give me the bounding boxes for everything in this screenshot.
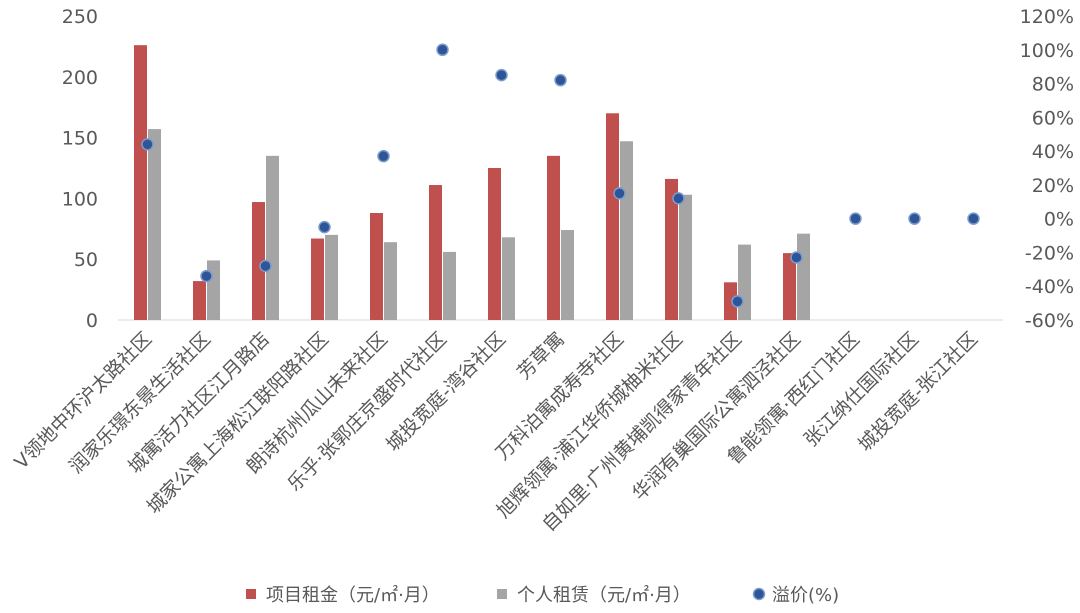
left-tick-label: 0 [86,310,98,332]
personal-rent-bar [443,251,456,320]
legend-label: 个人租赁（元/㎡·月） [517,584,691,606]
project-rent-bar [547,155,560,320]
personal-rent-bar [561,230,574,320]
left-tick-label: 150 [62,128,98,150]
personal-rent-bar [207,260,220,320]
personal-rent-bar [797,233,810,320]
legend-marker [246,589,256,599]
right-tick-label: 100% [1020,40,1074,62]
right-tick-label: -60% [1025,310,1074,332]
right-axis: -60% -40% -20% 0% 20% 40% 60% 80% 100% 120% [1020,6,1074,332]
project-rent-bar [606,113,619,320]
bars [134,45,810,321]
right-tick-label: 80% [1032,74,1074,96]
personal-rent-bar [502,237,515,320]
premium-point [849,212,862,225]
legend: 项目租金（元/㎡·月） 个人租赁（元/㎡·月） 溢价(%) [246,584,839,606]
project-rent-bar [724,282,737,320]
personal-rent-bar [738,244,751,320]
legend-marker [497,589,507,599]
premium-point [436,43,449,57]
left-tick-label: 50 [74,249,98,271]
project-rent-bar [370,212,383,320]
project-rent-bar [429,185,442,320]
premium-point [141,138,154,151]
category-labels: V领地中环沪太路社区润家乐璟东景生活社区城寓活力社区江月路店城家公寓上海松江联阳… [10,328,982,536]
premium-point [967,212,980,225]
personal-rent-bar [148,129,161,320]
left-axis: 0 50 100 150 200 250 [62,6,98,332]
premium-point [613,187,626,200]
legend-marker [752,587,766,601]
project-rent-bar [488,168,501,320]
premium-point [495,68,508,82]
left-tick-label: 250 [62,6,98,28]
premium-point [259,259,272,273]
left-tick-label: 100 [62,188,98,210]
category-label: 芳草寓 [513,328,569,384]
right-tick-label: 40% [1032,141,1074,163]
personal-rent-bar [620,141,633,320]
project-rent-bar [252,202,265,320]
premium-point [790,251,803,264]
personal-rent-bar [325,234,338,320]
premium-point [200,269,213,283]
premium-point [318,220,331,234]
right-tick-label: 0% [1044,209,1074,231]
right-tick-label: 120% [1020,6,1074,28]
right-tick-label: -40% [1025,276,1074,298]
personal-rent-bar [384,242,397,320]
right-tick-label: 60% [1032,107,1074,129]
project-rent-bar [193,281,206,320]
premium-point [908,212,921,225]
legend-label: 溢价(%) [772,585,839,606]
right-tick-label: -20% [1025,242,1074,264]
premium-point [672,192,685,205]
premium-point [731,295,744,308]
project-rent-bar [134,45,147,321]
project-rent-bar [311,238,324,320]
premium-points [141,43,980,308]
personal-rent-bar [679,194,692,320]
right-tick-label: 20% [1032,175,1074,197]
premium-point [554,73,567,87]
project-rent-bar [783,253,796,320]
project-rent-bar [665,178,678,320]
premium-point [377,149,390,163]
legend-label: 项目租金（元/㎡·月） [266,584,440,606]
personal-rent-bar [266,155,279,320]
left-tick-label: 200 [62,67,98,89]
